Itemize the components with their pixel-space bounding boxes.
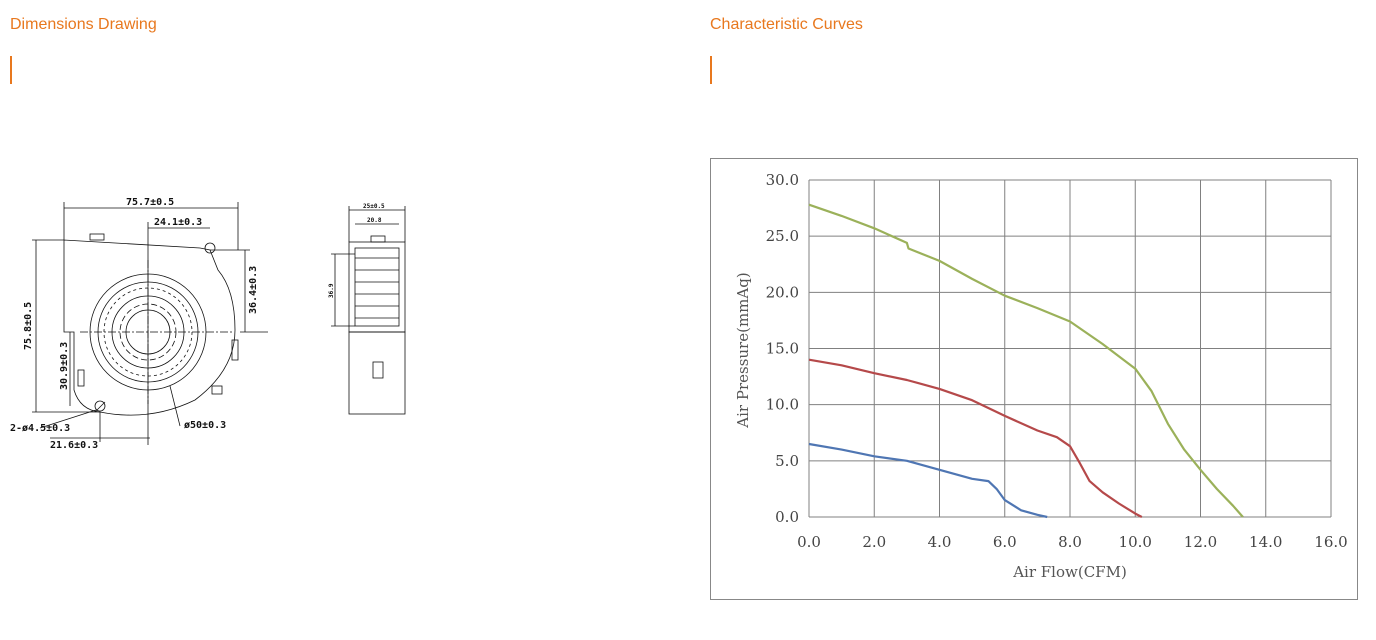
x-tick-label: 4.0 [928,533,952,551]
depth-dimension-label: 25±0.5 [363,203,385,210]
y-tick-label: 0.0 [775,508,799,526]
x-axis-title: Air Flow(CFM) [1012,563,1127,581]
section-accent-bar [710,56,712,84]
width-dimension-label: 75.7±0.5 [126,197,174,208]
left-lower-dimension-label: 30.9±0.3 [59,342,70,390]
right-dimension-label: 36.4±0.3 [248,266,259,314]
chart-svg: 0.0 2.0 4.0 6.0 8.0 10.0 12.0 14.0 16.0 0.0 5.0 10.… [734,171,1348,581]
height-dimension-label: 75.8±0.5 [23,302,34,350]
inlet-diameter-label: ø50±0.3 [184,420,226,431]
x-tick-label: 0.0 [797,533,821,551]
y-tick-label: 15.0 [766,340,799,358]
x-tick-label: 8.0 [1058,533,1082,551]
dimensions-drawing-title: Dimensions Drawing [10,16,157,33]
inner-dimension-label: 20.8 [367,217,382,224]
y-tick-label: 20.0 [766,283,799,301]
x-tick-label: 16.0 [1314,533,1347,551]
y-axis-title: Air Pressure(mmAq) [734,272,752,428]
y-tick-label: 25.0 [766,227,799,245]
x-tick-label: 10.0 [1119,533,1152,551]
y-tick-label: 30.0 [766,171,799,189]
hole-dimension-label: 2-ø4.5±0.3 [10,423,70,434]
x-tick-label: 12.0 [1184,533,1217,551]
y-tick-label: 5.0 [775,452,799,470]
x-tick-label: 2.0 [862,533,886,551]
x-tick-label: 6.0 [993,533,1017,551]
series-line-3 [808,442,1048,519]
characteristic-curves-chart: 0.0 2.0 4.0 6.0 8.0 10.0 12.0 14.0 16.0 0.0 5.0 10.… [710,158,1358,600]
front-view-drawing: 75.7±0.5 24.1±0.3 75.8±0.5 36.4±0.3 30.9… [10,197,268,451]
series-line-1 [808,203,1244,518]
x-tick-label: 14.0 [1249,533,1282,551]
bottom-dimension-label: 21.6±0.3 [50,440,98,451]
inlet-height-label: 36.9 [328,283,335,298]
outlet-offset-label: 24.1±0.3 [154,217,202,228]
side-view-drawing: 25±0.5 20.8 36.9 [328,203,406,415]
y-tick-label: 10.0 [766,396,799,414]
characteristic-curves-title: Characteristic Curves [710,16,863,33]
series-line-2 [808,358,1143,518]
section-accent-bar [10,56,12,84]
